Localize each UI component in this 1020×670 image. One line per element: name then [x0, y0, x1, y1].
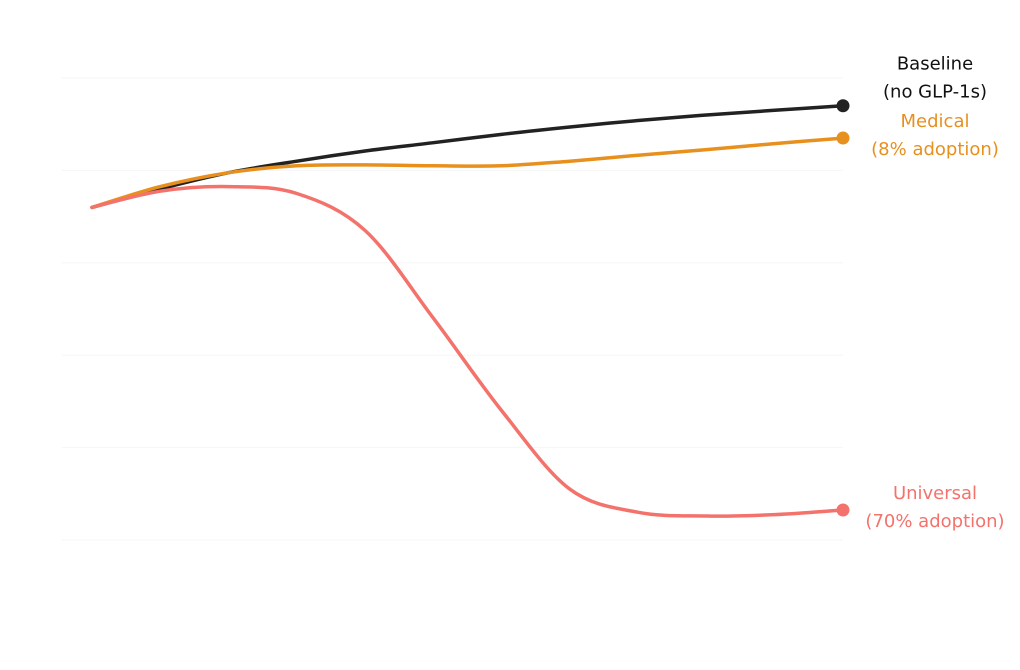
medical-line: [90, 136, 845, 210]
baseline-label-line2: (no GLP-1s): [883, 82, 987, 103]
series-labels: Baseline (no GLP-1s) Medical (8% adoption) U…: [865, 54, 1004, 532]
baseline-label-line1: Baseline: [897, 54, 973, 75]
baseline-end-point: [836, 99, 850, 113]
series-lines: [90, 99, 850, 518]
universal-line: [90, 184, 845, 518]
universal-label-line1: Universal: [893, 483, 977, 504]
universal-label-line2: (70% adoption): [865, 511, 1004, 532]
baseline-line: [90, 103, 845, 210]
medical-label-line1: Medical: [901, 111, 970, 132]
universal-end-point: [836, 503, 850, 517]
medical-end-point: [836, 131, 850, 145]
medical-label-line2: (8% adoption): [871, 139, 999, 160]
grid: [62, 77, 843, 541]
